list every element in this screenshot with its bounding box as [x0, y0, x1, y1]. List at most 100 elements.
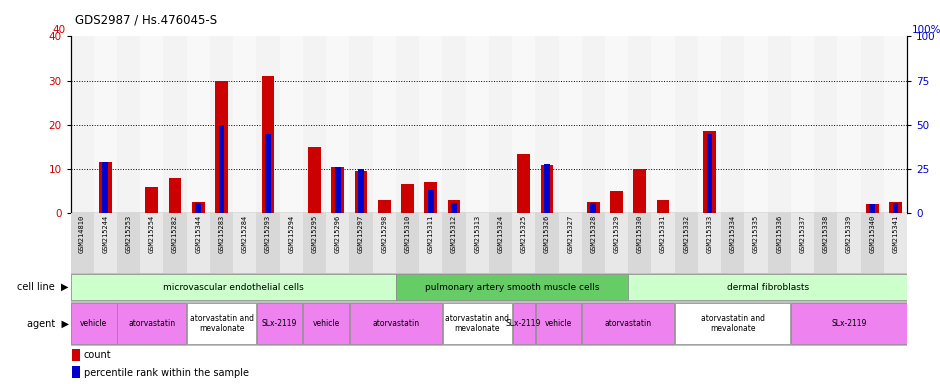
Bar [187, 36, 210, 213]
Text: GSM215282: GSM215282 [172, 215, 178, 253]
Bar [675, 303, 791, 344]
Bar [210, 36, 233, 213]
Text: GSM215296: GSM215296 [335, 215, 340, 253]
Text: GSM215254: GSM215254 [149, 215, 155, 253]
Text: GSM215294: GSM215294 [289, 215, 294, 253]
Text: GSM215332: GSM215332 [683, 215, 689, 253]
Bar [443, 213, 465, 273]
Bar [117, 213, 140, 273]
Text: SLx-2119: SLx-2119 [831, 319, 867, 328]
Text: count: count [84, 350, 111, 360]
Text: agent  ▶: agent ▶ [26, 318, 69, 329]
Bar [544, 164, 550, 213]
Bar [628, 213, 651, 273]
Bar [814, 36, 838, 213]
Bar [744, 36, 768, 213]
Bar [582, 36, 605, 213]
Bar [401, 184, 414, 213]
Bar [558, 36, 582, 213]
Bar [791, 213, 814, 273]
Text: percentile rank within the sample: percentile rank within the sample [84, 367, 249, 377]
Text: GSM215335: GSM215335 [753, 215, 759, 253]
Text: GSM215326: GSM215326 [544, 215, 550, 253]
Bar [233, 213, 257, 273]
Text: atorvastatin and
mevalonate: atorvastatin and mevalonate [446, 314, 509, 333]
Bar [396, 213, 419, 273]
Bar [893, 202, 899, 213]
Bar [675, 36, 697, 213]
Bar [72, 366, 80, 379]
Text: vehicle: vehicle [312, 319, 339, 328]
Text: atorvastatin: atorvastatin [372, 319, 419, 328]
Text: GSM215297: GSM215297 [358, 215, 364, 253]
Bar [536, 303, 581, 344]
Bar [465, 213, 489, 273]
Text: SLx-2119: SLx-2119 [262, 319, 297, 328]
Text: atorvastatin: atorvastatin [128, 319, 176, 328]
Bar [558, 213, 582, 273]
Bar [257, 36, 280, 213]
Bar [372, 213, 396, 273]
Bar [70, 36, 94, 213]
Bar [70, 213, 94, 273]
Bar [257, 213, 280, 273]
Text: GSM215284: GSM215284 [242, 215, 248, 253]
Bar [861, 36, 884, 213]
Bar [99, 162, 112, 213]
Bar [884, 213, 907, 273]
Text: GSM215293: GSM215293 [265, 215, 271, 253]
Bar [396, 36, 419, 213]
Bar [814, 213, 838, 273]
Bar [164, 36, 187, 213]
Text: GSM215330: GSM215330 [637, 215, 643, 253]
Bar [628, 274, 907, 300]
Text: GSM215283: GSM215283 [219, 215, 225, 253]
Bar [196, 202, 201, 213]
Bar [419, 213, 443, 273]
Text: cell line  ▶: cell line ▶ [17, 282, 69, 292]
Bar [257, 303, 303, 344]
Text: GSM215338: GSM215338 [822, 215, 829, 253]
Bar [651, 213, 675, 273]
Bar [94, 36, 117, 213]
Text: GDS2987 / Hs.476045-S: GDS2987 / Hs.476045-S [75, 13, 217, 26]
Bar [350, 36, 372, 213]
Text: vehicle: vehicle [545, 319, 572, 328]
Bar [634, 169, 646, 213]
Bar [465, 36, 489, 213]
Text: GSM215295: GSM215295 [311, 215, 318, 253]
Bar [140, 36, 164, 213]
Bar [675, 213, 697, 273]
Bar [791, 36, 814, 213]
Bar [582, 213, 605, 273]
Bar [219, 125, 225, 213]
Bar [861, 213, 884, 273]
Text: SLx-2119: SLx-2119 [506, 319, 541, 328]
Text: vehicle: vehicle [80, 319, 107, 328]
Bar [587, 202, 600, 213]
Bar [350, 213, 372, 273]
Text: GSM215253: GSM215253 [126, 215, 132, 253]
Bar [168, 178, 181, 213]
Bar [744, 213, 768, 273]
Bar [332, 167, 344, 213]
Bar [396, 274, 628, 300]
Bar [70, 303, 117, 344]
Text: GSM215336: GSM215336 [776, 215, 782, 253]
Bar [866, 204, 879, 213]
Bar [326, 213, 350, 273]
Bar [265, 134, 271, 213]
Bar [512, 36, 535, 213]
Bar [164, 213, 187, 273]
Bar [280, 213, 303, 273]
Bar [791, 303, 907, 344]
Bar [215, 81, 227, 213]
Text: microvascular endothelial cells: microvascular endothelial cells [163, 283, 304, 291]
Bar [703, 131, 716, 213]
Bar [419, 36, 443, 213]
Bar [303, 36, 326, 213]
Bar [582, 303, 674, 344]
Bar [72, 349, 80, 361]
Bar [443, 303, 511, 344]
Bar [335, 167, 340, 213]
